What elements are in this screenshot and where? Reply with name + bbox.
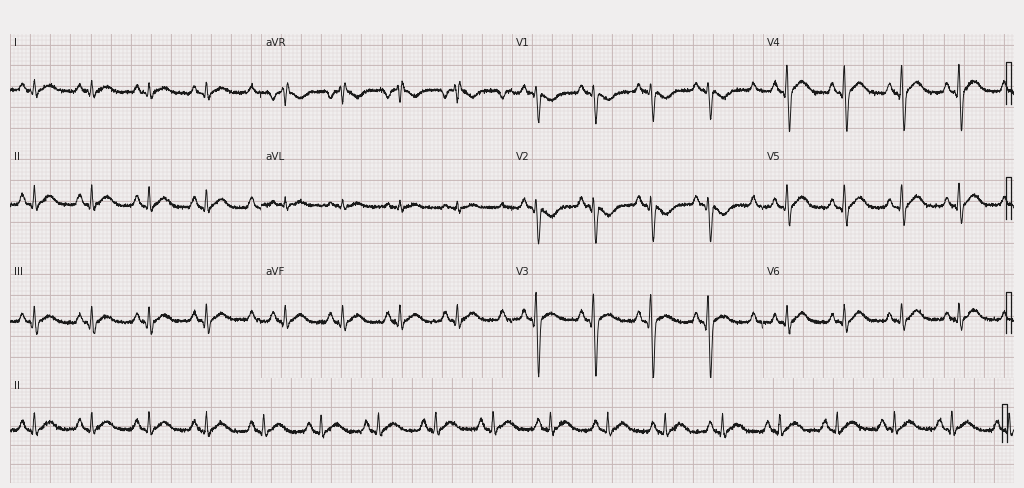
Text: V6: V6 bbox=[767, 267, 780, 277]
Text: aVL: aVL bbox=[265, 152, 284, 163]
Text: V4: V4 bbox=[767, 38, 780, 48]
Text: III: III bbox=[14, 267, 23, 277]
Text: aVR: aVR bbox=[265, 38, 286, 48]
Text: V2: V2 bbox=[516, 152, 529, 163]
Text: V1: V1 bbox=[516, 38, 529, 48]
Text: V3: V3 bbox=[516, 267, 529, 277]
Text: II: II bbox=[14, 381, 20, 391]
Text: I: I bbox=[14, 38, 17, 48]
Text: aVF: aVF bbox=[265, 267, 285, 277]
Text: II: II bbox=[14, 152, 20, 163]
Text: V5: V5 bbox=[767, 152, 780, 163]
